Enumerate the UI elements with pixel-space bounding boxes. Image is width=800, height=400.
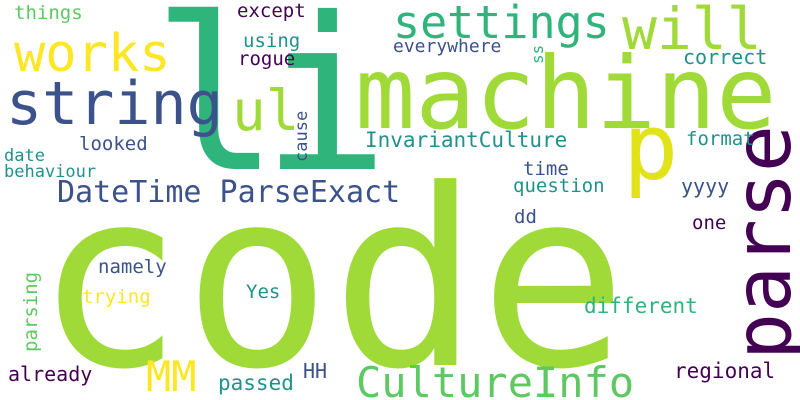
word-CultureInfo: CultureInfo (356, 358, 635, 400)
word-looked: looked (79, 133, 148, 155)
word-except: except (237, 0, 306, 22)
word-trying: trying (82, 286, 151, 308)
word-ss: ss (528, 44, 547, 64)
word-using: using (243, 30, 301, 52)
word-rogue: rogue (238, 48, 296, 70)
word-MM: MM (146, 352, 197, 400)
word-behaviour: behaviour (4, 162, 97, 182)
word-works: works (14, 24, 171, 84)
word-one: one (692, 212, 727, 234)
word-format: format (686, 128, 755, 150)
word-Yes: Yes (246, 281, 281, 303)
word-passed: passed (218, 371, 294, 395)
word-time: time (523, 158, 569, 180)
word-question: question (513, 175, 605, 197)
word-date: date (4, 146, 45, 166)
word-machine: machine (355, 35, 777, 152)
word-DateTime-ParseExact: DateTime ParseExact (57, 175, 401, 210)
word-yyyy: yyyy (681, 174, 730, 198)
word-ul: ul (232, 79, 300, 144)
word-everywhere: everywhere (393, 36, 502, 57)
word-regional: regional (674, 359, 776, 383)
word-code: code (35, 138, 628, 400)
word-p: p (623, 94, 679, 201)
word-parsing: parsing (20, 271, 42, 352)
word-li: li (152, 0, 389, 219)
word-InvariantCulture: InvariantCulture (365, 128, 568, 152)
word-different: different (584, 294, 698, 318)
word-correct: correct (683, 45, 768, 69)
word-HH: HH (303, 359, 328, 383)
word-cause: cause (292, 110, 312, 162)
word-string: string (6, 69, 223, 139)
word-things: things (14, 2, 83, 24)
word-dd: dd (514, 206, 537, 228)
word-settings: settings (393, 0, 610, 49)
word-parse: parse (719, 125, 800, 360)
word-namely: namely (98, 256, 167, 278)
word-already: already (8, 362, 93, 386)
word-will: will (622, 0, 762, 63)
